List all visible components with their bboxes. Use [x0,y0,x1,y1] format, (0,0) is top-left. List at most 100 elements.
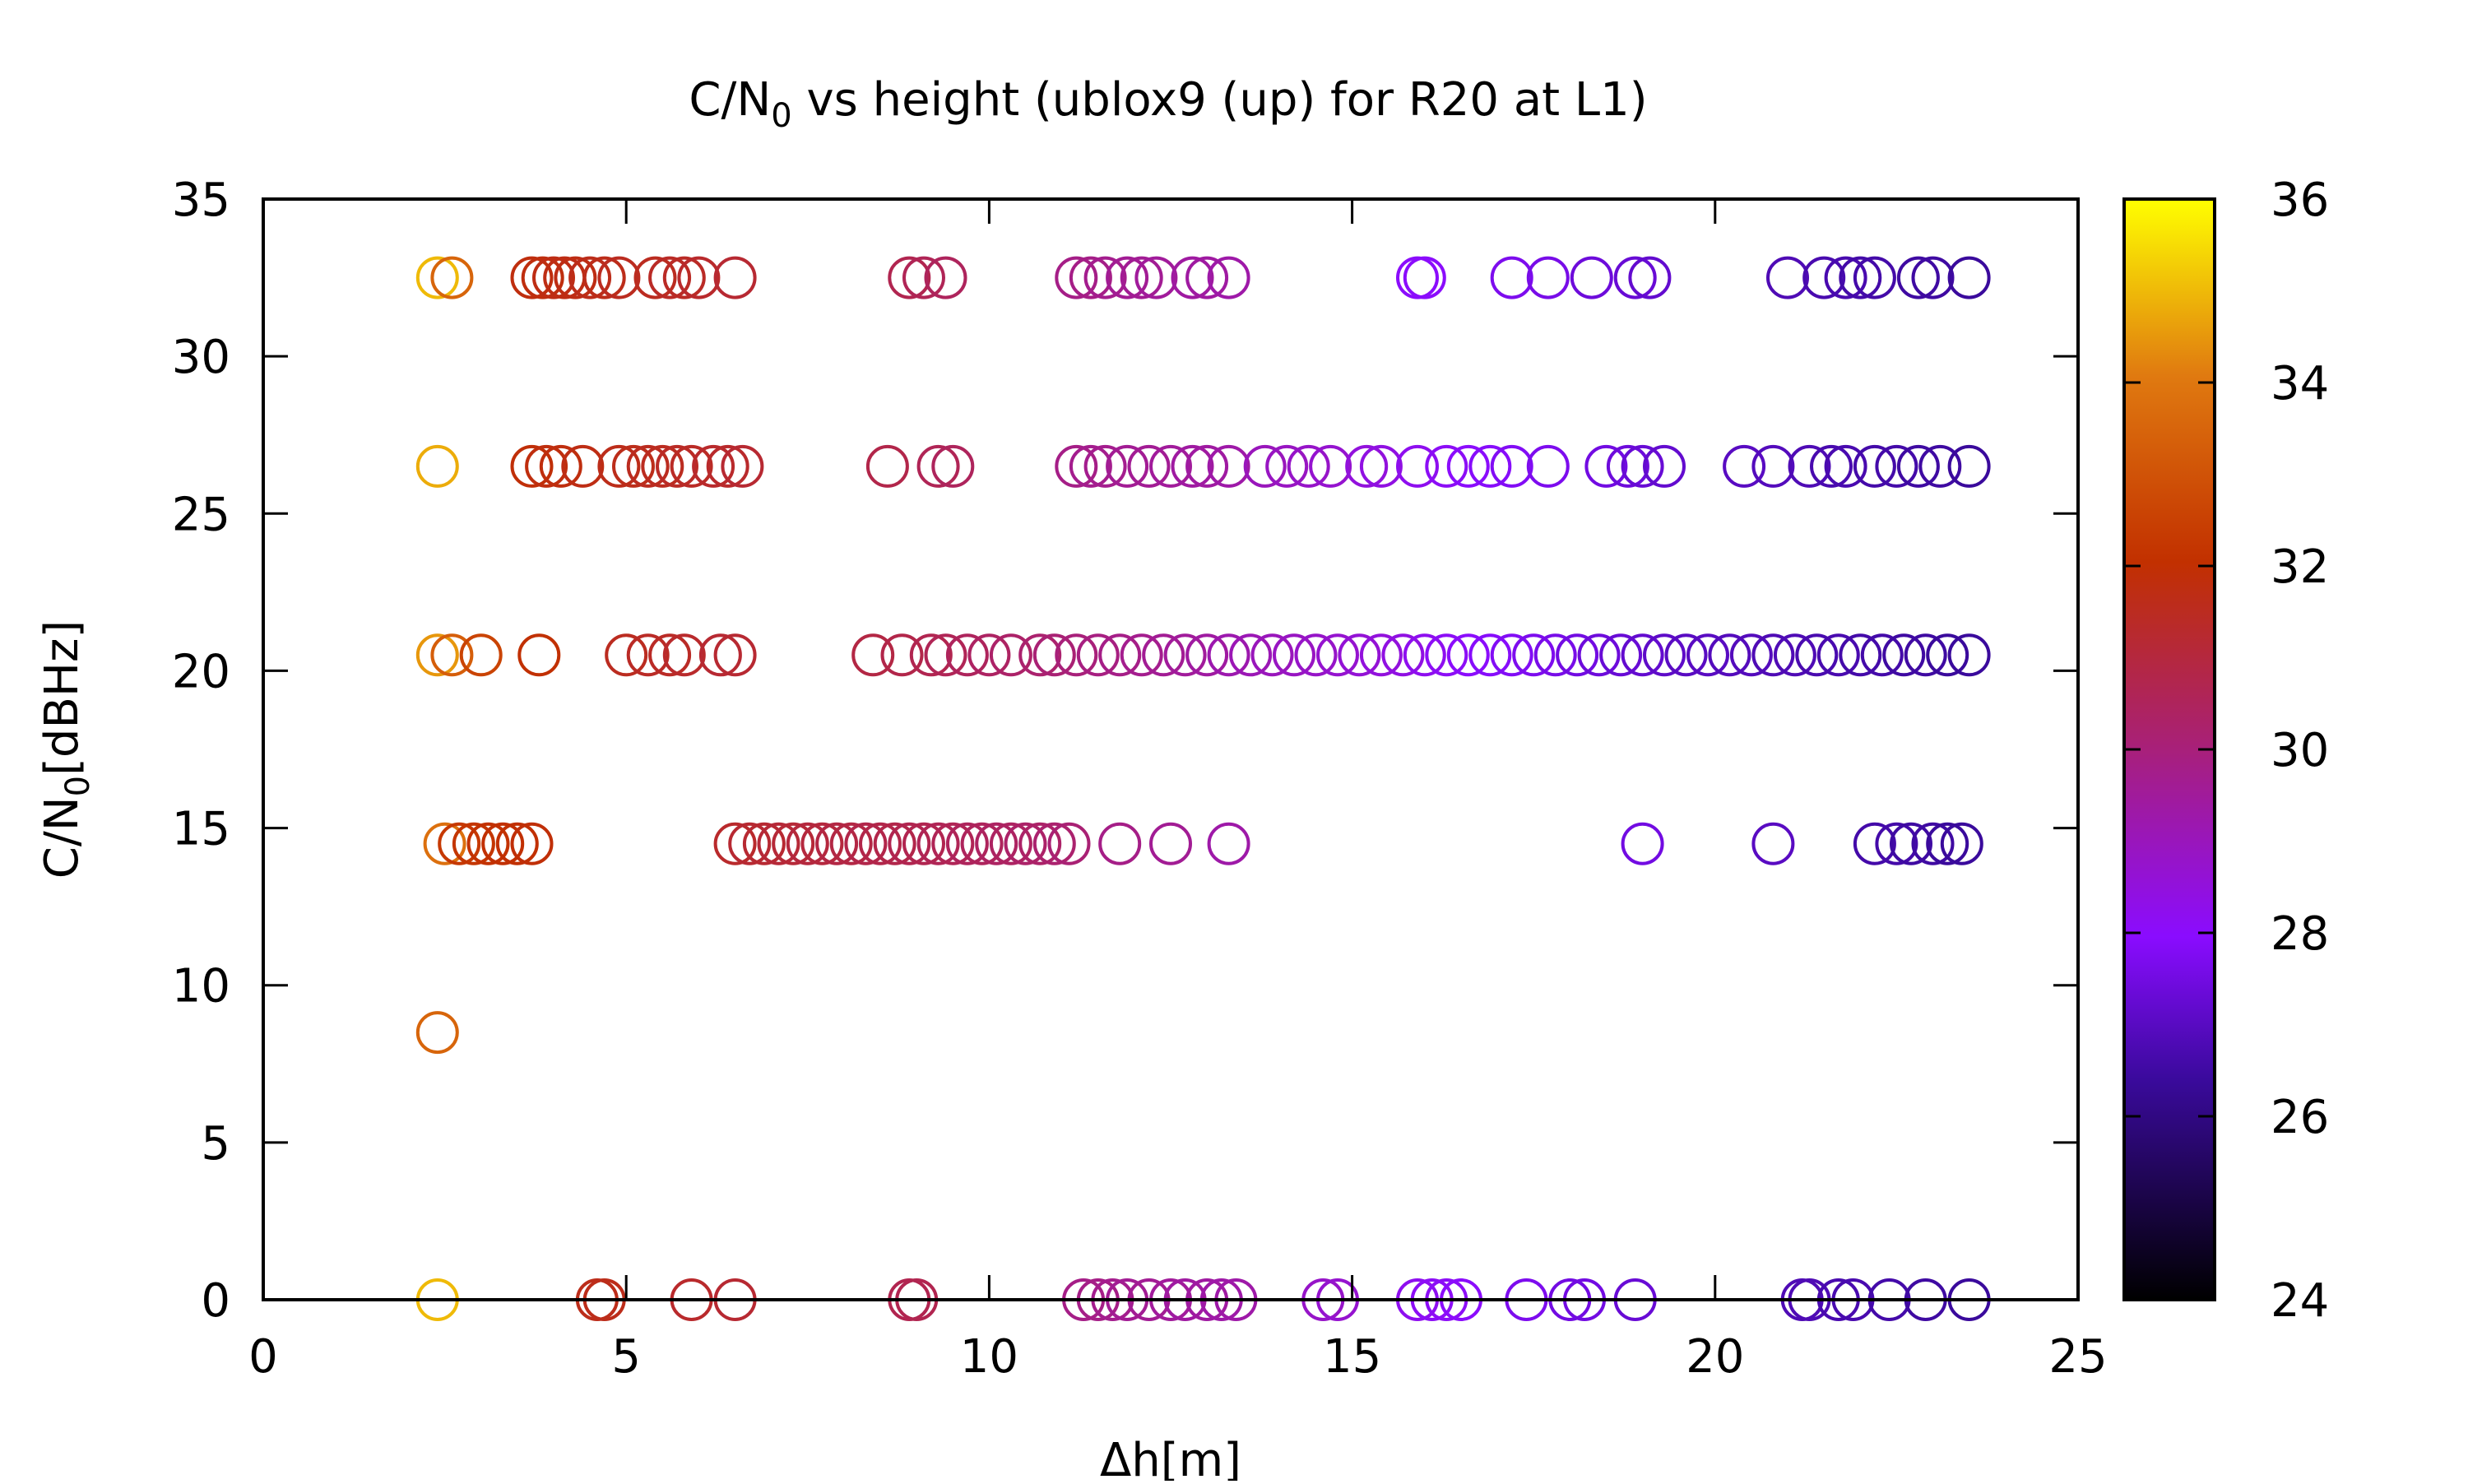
data-point [662,633,706,677]
data-point [815,822,859,865]
data-point [648,633,692,677]
colorbar-ticks: 24 26 28 30 32 34 36 [2124,174,2329,1328]
data-point [902,822,945,865]
data-point [742,822,786,865]
x-tick-label: 10 [960,1330,1018,1384]
data-point [561,444,605,488]
data-point [1083,256,1127,299]
data-point [1533,633,1577,677]
data-point [1490,633,1533,677]
data-point [1403,633,1446,677]
y-tick-label: 35 [172,174,230,227]
data-point [989,822,1032,865]
data-point [1185,633,1229,677]
chart-title: C/N0 vs height (ublox9 (up) for R20 at L… [689,73,1647,135]
data-point [1751,444,1795,488]
chart-title-subscript: 0 [771,97,791,135]
data-point [967,633,1011,677]
data-point [1751,633,1795,677]
data-point [481,822,525,865]
data-point [1055,256,1098,299]
data-point [960,822,1004,865]
data-point [873,822,916,865]
data-point [539,444,582,488]
plot-points [415,256,1991,1321]
data-point [859,822,902,865]
data-point [582,256,626,299]
data-point [1207,633,1250,677]
data-point [1149,822,1192,865]
data-point [800,822,844,865]
y-axis-label-main: C/N [35,796,89,879]
data-point [597,256,641,299]
data-point [510,256,554,299]
x-axis-ticks: 0 5 10 15 20 25 [248,199,2108,1384]
data-point [1359,633,1403,677]
data-point [1860,633,1904,677]
data-point [1664,633,1708,677]
data-point [1425,444,1468,488]
x-tick-label: 5 [611,1330,641,1384]
data-point [521,256,564,299]
data-point [525,444,568,488]
data-point [1896,444,1940,488]
data-point [415,1011,459,1055]
data-point [1766,256,1809,299]
data-point [1171,256,1214,299]
data-point [510,822,554,865]
y-axis-ticks: 0 5 10 15 20 25 30 35 [172,174,2078,1328]
y-axis-label-rest: [dBHz] [35,620,89,776]
data-point [1911,822,1955,865]
y-axis-label-subscript: 0 [59,776,97,796]
data-point [510,444,554,488]
y-tick-label: 30 [172,331,230,384]
data-point [1824,444,1867,488]
y-tick-label: 0 [201,1274,230,1328]
data-point [1381,633,1425,677]
data-point [532,256,575,299]
y-tick-label: 5 [201,1117,230,1171]
data-point [1918,444,1962,488]
data-point [829,822,873,865]
colorbar-tick-label: 26 [2271,1091,2329,1144]
data-point [1810,444,1853,488]
data-point [662,256,706,299]
data-point [1468,633,1512,677]
data-point [692,444,735,488]
data-point [656,444,698,488]
data-point [1069,256,1112,299]
data-point [1947,256,1991,299]
data-point [1904,633,1947,677]
data-point [1069,444,1112,488]
data-point [1816,633,1860,677]
data-point [1628,256,1672,299]
data-point [1839,633,1882,677]
x-axis-label: Δh[m] [1100,1434,1241,1481]
data-point [1911,256,1955,299]
data-point [1120,633,1163,677]
data-point [1875,822,1918,865]
colorbar-tick-label: 32 [2271,540,2329,594]
data-point [430,256,474,299]
data-point [612,444,655,488]
data-point [1149,444,1192,488]
data-point [1896,256,1940,299]
colorbar-tick-label: 24 [2271,1274,2329,1328]
data-point [517,633,561,677]
data-point [1287,444,1330,488]
data-point [1686,633,1729,677]
data-point [1853,822,1896,865]
data-point [1751,822,1795,865]
data-point [1185,444,1229,488]
data-point [1621,822,1664,865]
y-tick-label: 10 [172,960,230,1013]
data-point [902,256,945,299]
data-point [1098,633,1142,677]
data-point [670,444,713,488]
data-point [1032,822,1076,865]
data-point [1526,444,1570,488]
data-point [1047,822,1091,865]
data-point [1947,633,1991,677]
data-point [626,444,670,488]
